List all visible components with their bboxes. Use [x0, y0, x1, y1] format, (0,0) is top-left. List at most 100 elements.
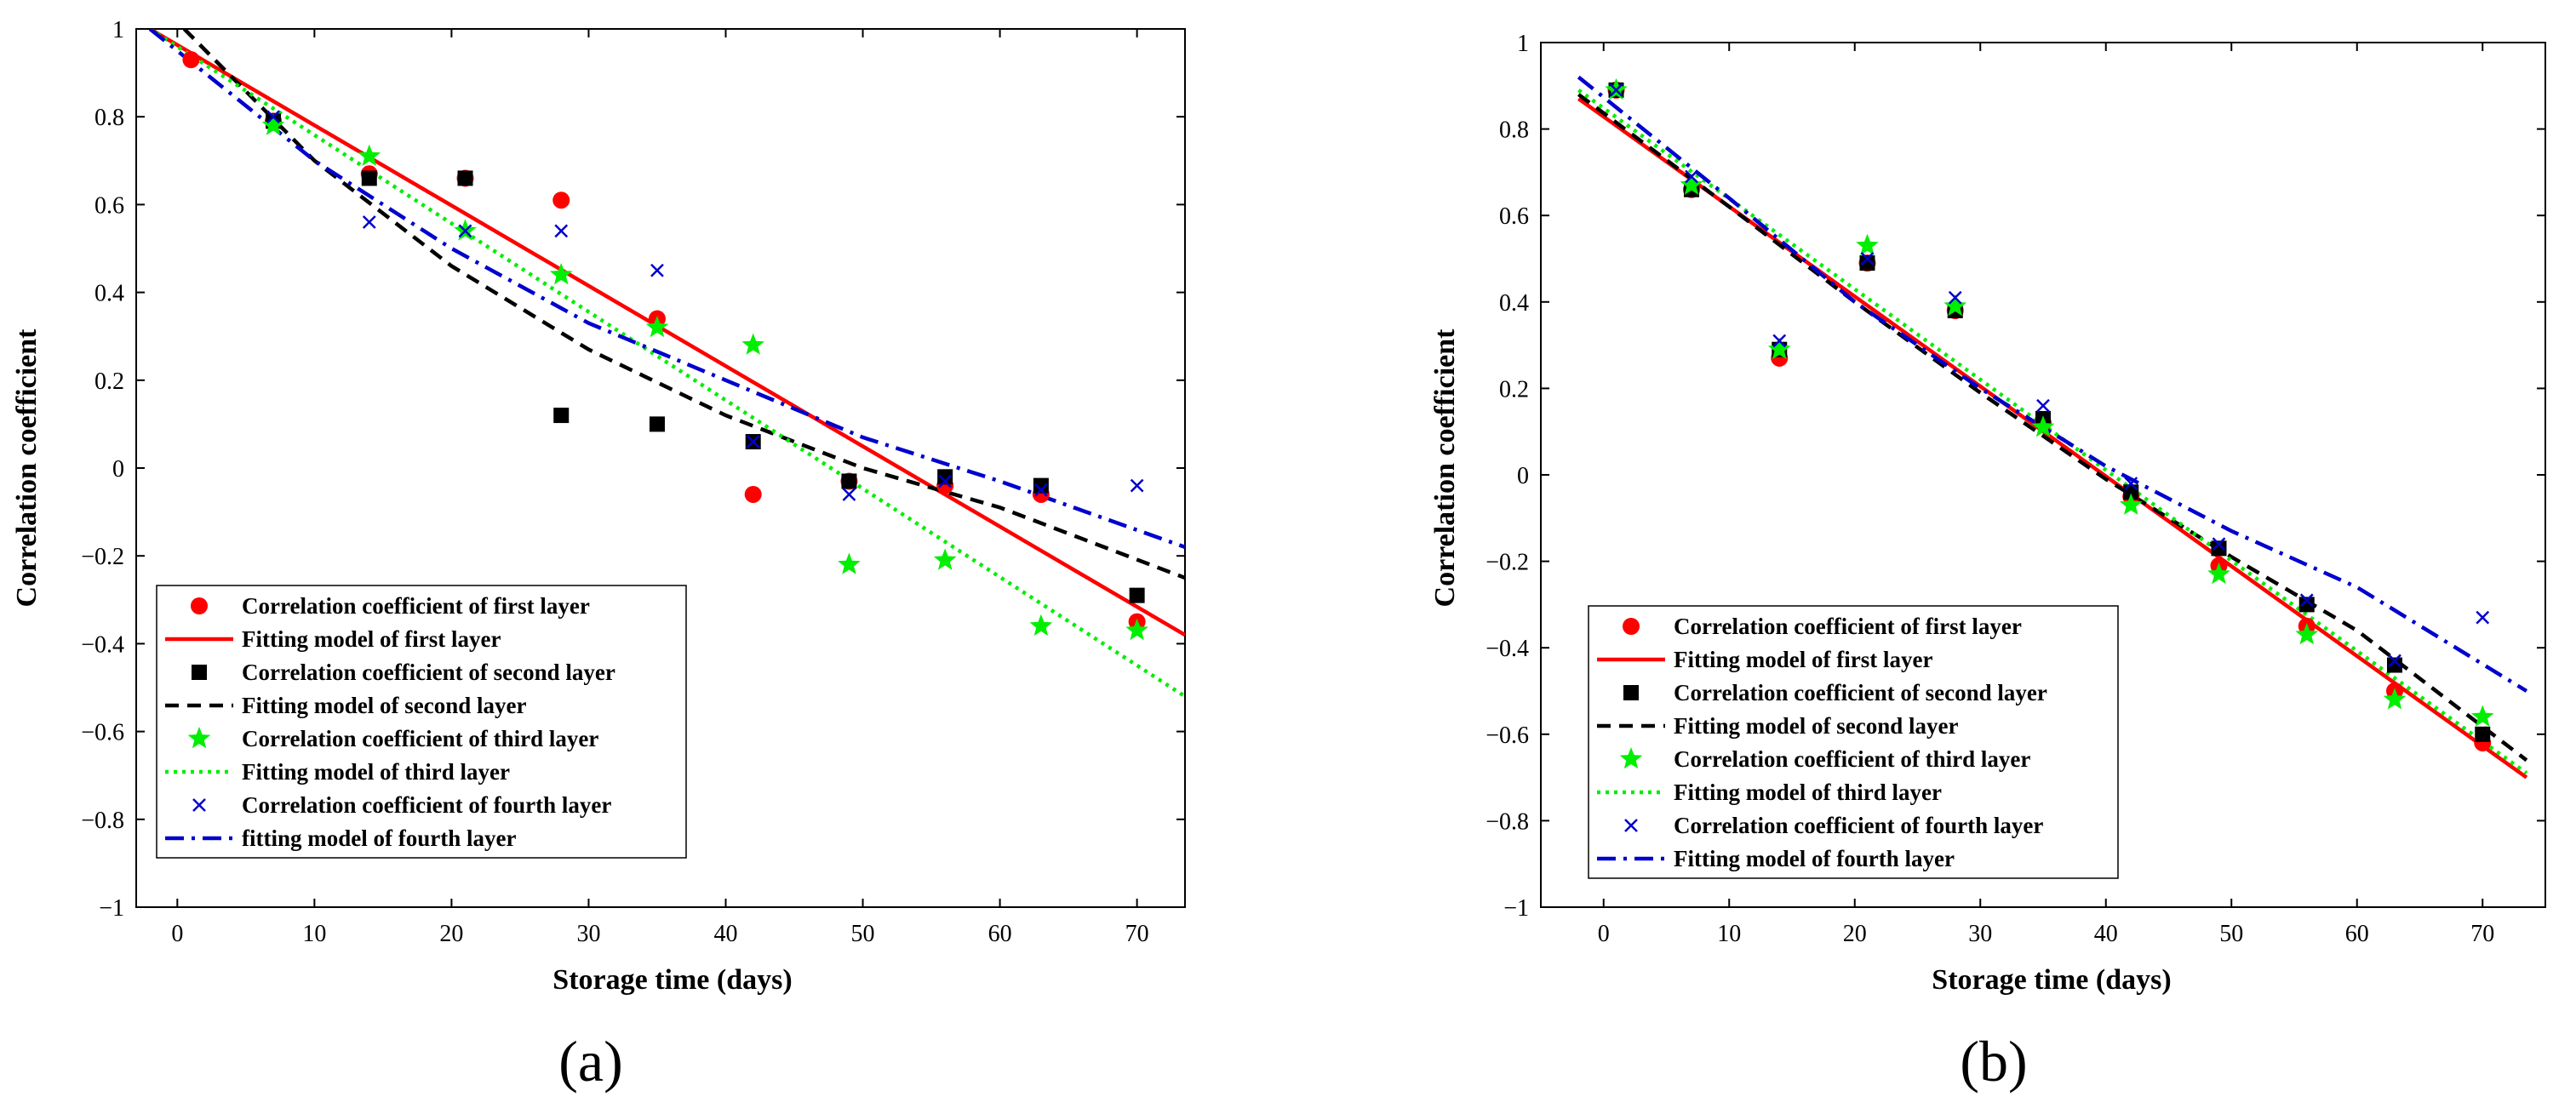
y-tick-label: −0.4 [81, 631, 124, 658]
data-point [1943, 294, 1967, 317]
series-line-4 [1577, 93, 2528, 762]
data-point [553, 408, 570, 424]
y-tick-label: 0 [1517, 463, 1529, 489]
data-point [457, 170, 473, 186]
y-tick-label: 0.4 [94, 281, 124, 307]
data-point [933, 548, 957, 570]
x-tick-label: 40 [713, 921, 737, 947]
data-point [2212, 537, 2226, 551]
legend-marker [1623, 685, 1639, 700]
panel-label: (b) [1960, 1029, 2027, 1094]
legend-box [156, 585, 687, 859]
data-point [554, 224, 569, 238]
data-point [741, 333, 764, 355]
data-point [649, 416, 665, 432]
y-tick-label: 0.8 [1499, 117, 1529, 144]
data-point [1948, 290, 1962, 305]
legend: Correlation coefficient of first layer Fi… [1588, 605, 2119, 879]
chart-b: 1 0.8 0.6 0.4 0.2 0 −0.2 −0.4 −0.6 −0.8 −1 0 10 20 30 4… [1429, 31, 2546, 1094]
legend-entry: Fitting model of second layer [242, 693, 526, 718]
x-axis-label: Storage time (days) [1932, 964, 2171, 996]
y-tick-label: −0.6 [1485, 722, 1529, 749]
plot-area [1577, 75, 2528, 780]
legend-marker [191, 597, 208, 614]
data-point [2470, 705, 2494, 727]
legend-entry: Fitting model of second layer [1674, 713, 1958, 739]
data-point [2299, 593, 2314, 608]
data-point [1609, 83, 1623, 97]
data-point [2387, 657, 2402, 673]
data-point [266, 110, 280, 124]
y-tick-label: 0 [112, 456, 124, 483]
series-line-2 [148, 29, 1185, 637]
data-point [2207, 562, 2230, 585]
legend-marker [192, 665, 207, 680]
data-point [182, 51, 200, 69]
data-point [937, 469, 953, 485]
legend-entry: fitting model of fourth layer [242, 825, 516, 851]
data-point [2475, 726, 2491, 742]
legend-marker [1619, 747, 1643, 769]
x-tick-label: 30 [1968, 921, 1992, 947]
x-tick-label: 50 [2219, 921, 2243, 947]
y-tick-label: 0.4 [1499, 290, 1529, 317]
data-point [2036, 398, 2050, 413]
y-tick-label: −0.2 [81, 544, 124, 570]
series-line-6 [1577, 89, 2528, 775]
plot-area [148, 29, 1185, 699]
series-line-6 [148, 29, 1185, 699]
legend-entry: Fitting model of third layer [1674, 780, 1942, 805]
data-point [1860, 252, 1875, 266]
y-tick-label: −1 [99, 895, 124, 922]
legend-box [1588, 605, 2119, 879]
data-point [1129, 587, 1145, 603]
data-point [2211, 540, 2227, 557]
data-point [2476, 610, 2490, 625]
y-tick-label: 0.2 [94, 368, 124, 395]
series-line-4 [182, 29, 1185, 580]
data-point [650, 263, 664, 277]
data-point [1029, 614, 1053, 637]
y-tick-label: 0.2 [1499, 376, 1529, 403]
legend-entry: Correlation coefficient of fourth layer [1674, 813, 2043, 838]
legend-entry: Correlation coefficient of first layer [1674, 614, 2022, 639]
x-tick-label: 10 [1717, 921, 1741, 947]
data-point [1034, 483, 1048, 497]
data-point [841, 473, 857, 489]
legend-entry: Correlation coefficient of fourth layer [242, 792, 611, 818]
legend-marker [1624, 819, 1638, 832]
legend-entry: Correlation coefficient of third layer [1674, 746, 2030, 772]
y-tick-label: −1 [1503, 895, 1529, 922]
series-line-8 [148, 29, 1185, 550]
y-axis-label: Correlation coefficient [1429, 328, 1461, 608]
data-point [261, 113, 285, 135]
data-point [1125, 618, 1148, 641]
x-tick-label: 50 [851, 921, 875, 947]
x-axis-label: Storage time (days) [552, 964, 792, 996]
x-tick-label: 60 [2345, 921, 2369, 947]
x-tick-label: 0 [1598, 921, 1610, 947]
data-point [2031, 415, 2055, 437]
x-tick-label: 70 [1125, 921, 1149, 947]
data-point [458, 224, 472, 238]
legend-marker [1623, 618, 1640, 635]
data-point [549, 263, 573, 285]
legend-entry: Correlation coefficient of third layer [242, 726, 598, 751]
data-point [2383, 688, 2407, 710]
x-tick-label: 30 [576, 921, 600, 947]
data-point [938, 474, 953, 488]
data-point [2388, 654, 2401, 668]
legend-entry: Correlation coefficient of second layer [1674, 680, 2047, 705]
data-point [361, 170, 377, 186]
data-point [645, 315, 669, 338]
legend-entry: Fitting model of first layer [242, 626, 501, 652]
data-point [1130, 478, 1144, 493]
data-point [744, 485, 762, 503]
data-point [1767, 337, 1791, 359]
data-point [362, 215, 376, 229]
y-tick-label: −0.8 [81, 808, 124, 834]
data-point [2298, 597, 2315, 613]
chart-a: 1 0.8 0.6 0.4 0.2 0 −0.2 −0.4 −0.6 −0.8 −1 0 10 20 30 4… [11, 17, 1186, 1094]
data-point [746, 435, 760, 448]
